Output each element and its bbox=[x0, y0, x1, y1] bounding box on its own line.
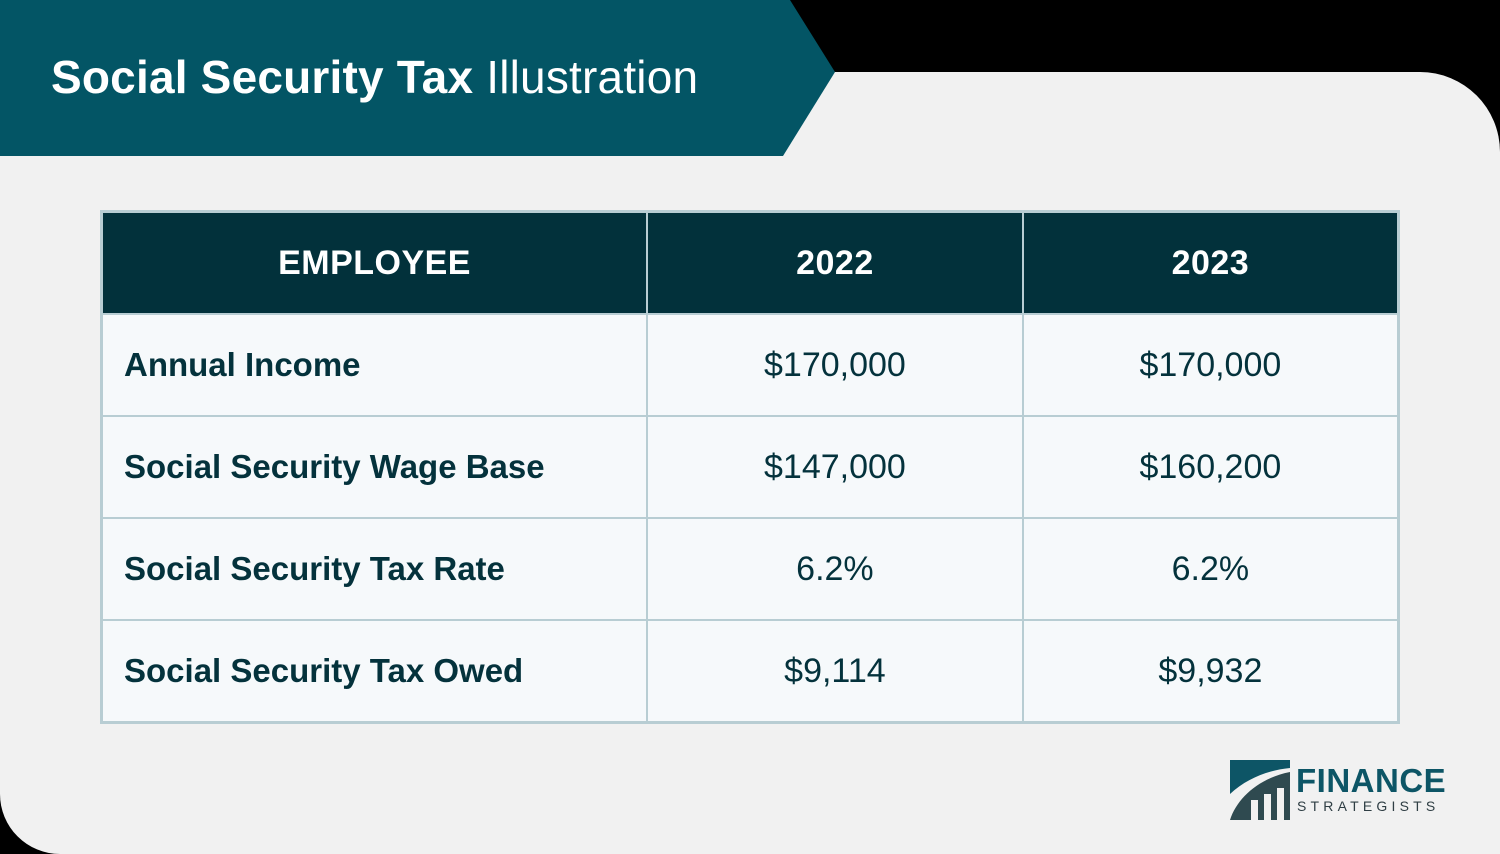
cell-2022: 6.2% bbox=[646, 517, 1024, 621]
row-label: Social Security Tax Owed bbox=[100, 619, 649, 724]
cell-2022: $170,000 bbox=[646, 313, 1024, 417]
cell-2023: $9,932 bbox=[1021, 619, 1400, 724]
table-row: Social Security Tax Owed $9,114 $9,932 bbox=[100, 619, 1400, 724]
social-security-tax-table: EMPLOYEE 2022 2023 Annual Income $170,00… bbox=[100, 210, 1400, 724]
table-row: Social Security Wage Base $147,000 $160,… bbox=[100, 415, 1400, 519]
header-2023: 2023 bbox=[1021, 210, 1400, 315]
finance-strategists-logo: FINANCE STRATEGISTS bbox=[1229, 758, 1459, 822]
table-header-row: EMPLOYEE 2022 2023 bbox=[100, 210, 1400, 315]
page-title: Social Security Tax Illustration bbox=[51, 50, 698, 104]
table-row: Social Security Tax Rate 6.2% 6.2% bbox=[100, 517, 1400, 621]
page-title-bold: Social Security Tax bbox=[51, 51, 474, 103]
logo-text-strategists: STRATEGISTS bbox=[1297, 798, 1440, 814]
cell-2023: $160,200 bbox=[1021, 415, 1400, 519]
cell-2023: $170,000 bbox=[1021, 313, 1400, 417]
header-employee: EMPLOYEE bbox=[100, 210, 649, 315]
row-label: Social Security Tax Rate bbox=[100, 517, 649, 621]
header-2022: 2022 bbox=[646, 210, 1024, 315]
title-banner: Social Security Tax Illustration bbox=[0, 0, 835, 156]
cell-2023: 6.2% bbox=[1021, 517, 1400, 621]
row-label: Annual Income bbox=[100, 313, 649, 417]
table-row: Annual Income $170,000 $170,000 bbox=[100, 313, 1400, 417]
cell-2022: $147,000 bbox=[646, 415, 1024, 519]
page-title-light: Illustration bbox=[486, 51, 699, 103]
finance-strategists-logo-icon bbox=[1230, 760, 1290, 820]
cell-2022: $9,114 bbox=[646, 619, 1024, 724]
row-label: Social Security Wage Base bbox=[100, 415, 649, 519]
logo-text-finance: FINANCE bbox=[1296, 762, 1447, 799]
